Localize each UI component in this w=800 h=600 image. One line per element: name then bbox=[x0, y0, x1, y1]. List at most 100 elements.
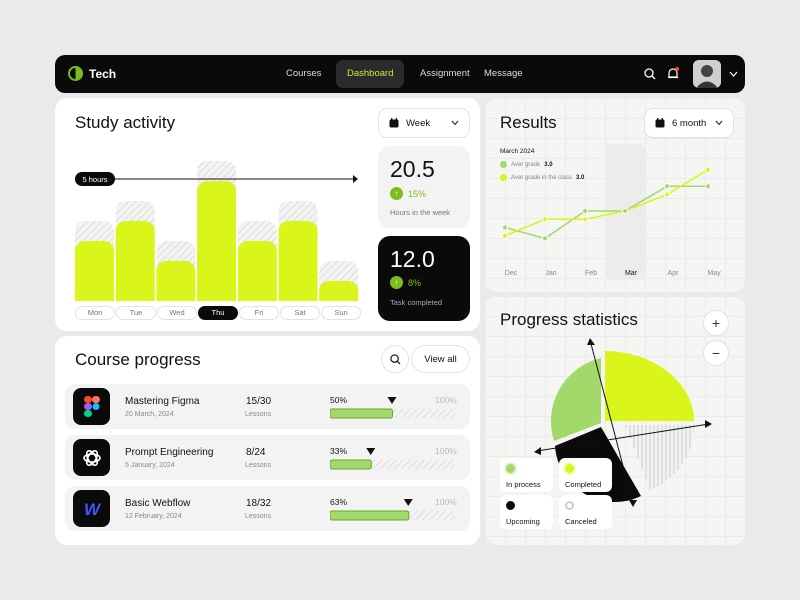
point-class-5 bbox=[704, 183, 712, 190]
zoom-out-button[interactable]: − bbox=[703, 340, 729, 366]
tooltip-date: March 2024 bbox=[500, 148, 535, 155]
hours-stat: 20.5 ↑ 15% Hours in the week bbox=[378, 146, 470, 228]
bar-base bbox=[197, 291, 237, 301]
marker-badge bbox=[75, 172, 115, 186]
point-grade-2 bbox=[581, 216, 589, 223]
pie-slice-completed bbox=[605, 351, 694, 421]
axis-arrow bbox=[705, 420, 712, 428]
legend-canceled[interactable]: Canceled bbox=[559, 495, 612, 529]
chevron-down-icon bbox=[451, 120, 459, 126]
nav-assignment[interactable]: Assignment bbox=[420, 68, 470, 79]
course-progress-card: Course progress View all Mastering Figma… bbox=[55, 336, 480, 545]
bar-tue bbox=[115, 221, 155, 301]
month-label: Apr bbox=[668, 270, 680, 277]
legend-class: Aver grade in the class 3.0 bbox=[500, 174, 584, 181]
arrow-up-icon: ↑ bbox=[390, 187, 403, 200]
bar-mon bbox=[75, 241, 114, 301]
course-search-button[interactable] bbox=[381, 345, 409, 373]
grade-line bbox=[504, 169, 709, 237]
bar-base bbox=[237, 291, 277, 301]
course-name: Prompt Engineering bbox=[125, 447, 214, 458]
chevron-down-icon bbox=[715, 120, 723, 126]
hours-change: ↑ 15% bbox=[390, 187, 426, 200]
task-stat: 12.0 ↑ 8% Task completed bbox=[378, 236, 470, 321]
nav-message[interactable]: Message bbox=[484, 68, 523, 79]
bar-base bbox=[115, 291, 155, 301]
bar-base bbox=[319, 291, 359, 301]
day-thu[interactable]: Thu bbox=[198, 306, 238, 320]
day-selector: Mon Tue Wed Thu Fri Sat Sun bbox=[75, 306, 361, 320]
legend-class-label: Aver grade in the class bbox=[511, 174, 572, 181]
study-period-label: Week bbox=[406, 117, 431, 129]
point-grade-5 bbox=[704, 166, 712, 173]
course-name: Basic Webflow bbox=[125, 498, 191, 509]
avatar[interactable] bbox=[693, 60, 721, 88]
course-total: 100% bbox=[435, 497, 457, 507]
axis-arrow bbox=[629, 500, 637, 507]
legend-label: Completed bbox=[565, 480, 602, 489]
view-all-button[interactable]: View all bbox=[411, 345, 470, 373]
point-grade-0 bbox=[501, 232, 509, 239]
legend-upcoming[interactable]: Upcoming bbox=[500, 495, 553, 529]
nav-dashboard[interactable]: Dashboard bbox=[336, 60, 405, 88]
nav-courses[interactable]: Courses bbox=[286, 68, 322, 79]
course-total: 100% bbox=[435, 446, 457, 456]
point-grade-1 bbox=[541, 216, 549, 223]
search-icon[interactable] bbox=[644, 68, 656, 80]
progress-fill bbox=[330, 408, 393, 419]
legend-dot bbox=[500, 161, 507, 168]
point-class-3 bbox=[621, 207, 629, 215]
top-bar: Tech Courses Dashboard Assignment Messag… bbox=[55, 55, 745, 93]
course-percent: 50% bbox=[330, 395, 348, 405]
study-period-select[interactable]: Week bbox=[378, 108, 470, 138]
bar-fri bbox=[237, 241, 277, 301]
month-label: Dec bbox=[505, 270, 518, 277]
chevron-down-icon[interactable] bbox=[729, 70, 738, 78]
task-change-value: 8% bbox=[408, 277, 422, 288]
course-progress-bar bbox=[330, 499, 455, 521]
legend-label: Upcoming bbox=[506, 517, 540, 526]
progress-fill bbox=[330, 510, 410, 521]
course-row[interactable]: Mastering Figma 20 March, 2024 15/30 Les… bbox=[65, 384, 470, 429]
course-lessons-label: Lessons bbox=[245, 411, 272, 418]
logo-text: Tech bbox=[89, 66, 117, 81]
openai-icon bbox=[73, 439, 110, 476]
pie-legend: In process Completed Upcoming Canceled bbox=[500, 458, 615, 529]
month-label: Feb bbox=[585, 270, 597, 277]
course-date: 5 January, 2024 bbox=[125, 462, 175, 469]
day-fri[interactable]: Fri bbox=[239, 306, 279, 320]
course-date: 12 February, 2024 bbox=[125, 513, 182, 520]
legend-in-process[interactable]: In process bbox=[500, 458, 553, 492]
bar-base bbox=[156, 291, 196, 301]
task-change: ↑ 8% bbox=[390, 276, 421, 289]
results-title: Results bbox=[500, 113, 557, 132]
point-class-4 bbox=[663, 183, 671, 190]
course-row[interactable]: W Basic Webflow 12 February, 2024 18/32 … bbox=[65, 486, 470, 531]
course-progress-bar bbox=[330, 397, 455, 419]
day-tue[interactable]: Tue bbox=[116, 306, 156, 320]
task-value: 12.0 bbox=[390, 246, 435, 272]
results-card: Results 6 month Dec Jan Feb Mar Apr May March… bbox=[485, 98, 745, 292]
progress-fill bbox=[330, 459, 372, 470]
day-sat[interactable]: Sat bbox=[280, 306, 320, 320]
results-period-select[interactable]: 6 month bbox=[644, 108, 734, 138]
bar-sat bbox=[278, 221, 318, 301]
zoom-in-button[interactable]: + bbox=[703, 310, 729, 336]
day-mon[interactable]: Mon bbox=[75, 306, 115, 320]
legend-grade: Aver grade 3.0 bbox=[500, 161, 553, 168]
day-wed[interactable]: Wed bbox=[157, 306, 197, 320]
bell-icon[interactable] bbox=[667, 67, 679, 81]
pie-axis-line bbox=[536, 423, 710, 452]
course-lessons: 15/30 bbox=[246, 396, 272, 407]
svg-text:W: W bbox=[83, 501, 101, 517]
logo[interactable]: Tech bbox=[67, 65, 116, 82]
day-sun[interactable]: Sun bbox=[321, 306, 361, 320]
course-row[interactable]: Prompt Engineering 5 January, 2024 8/24 … bbox=[65, 435, 470, 480]
course-lessons-label: Lessons bbox=[245, 513, 272, 520]
task-label: Task completed bbox=[390, 298, 443, 307]
figma-icon bbox=[73, 388, 110, 425]
legend-grade-label: Aver grade bbox=[511, 161, 541, 168]
month-label: Jan bbox=[545, 270, 556, 277]
progress-statistics-card: Progress statistics + − In process Compl… bbox=[485, 296, 745, 545]
legend-completed[interactable]: Completed bbox=[559, 458, 612, 492]
